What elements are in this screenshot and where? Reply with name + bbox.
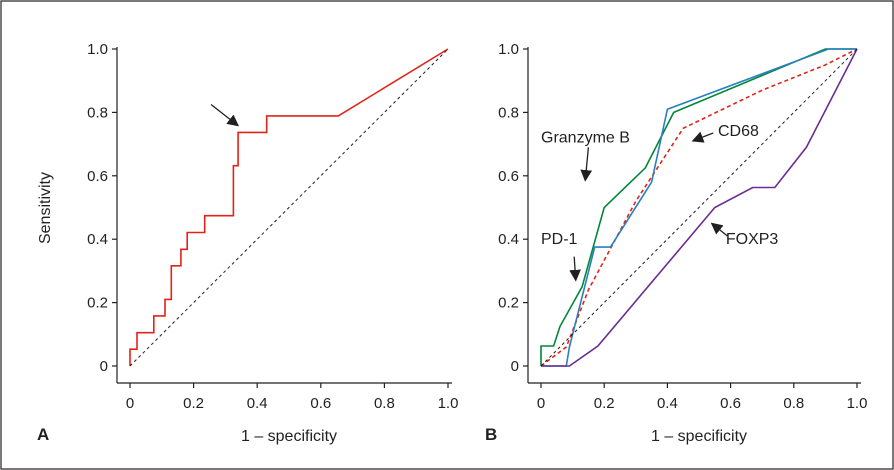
series-label: FOXP3 — [726, 231, 779, 248]
y-tick-label: 0.4 — [498, 231, 519, 248]
roc-curve-line — [129, 48, 449, 366]
x-tick-label: 1.0 — [847, 395, 868, 412]
x-tick-label: 0 — [537, 395, 545, 412]
series-label: Granzyme B — [541, 130, 630, 147]
y-tick-label: 0.6 — [498, 168, 519, 185]
y-tick-label: 0 — [511, 358, 519, 375]
series-line-granzyme-b — [540, 48, 857, 366]
series-label: PD-1 — [541, 231, 578, 248]
x-tick-label: 0.4 — [247, 395, 268, 412]
x-tick-label: 0 — [126, 395, 134, 412]
x-axis-label: 1 – specificity — [651, 428, 747, 445]
x-tick-label: 0.6 — [310, 395, 331, 412]
annotation-arrow — [210, 103, 240, 127]
x-tick-label: 0.2 — [594, 395, 615, 412]
y-tick-label: 0.2 — [87, 295, 108, 312]
annotation-arrow — [691, 131, 714, 143]
reference-diagonal-line — [129, 48, 449, 367]
x-tick-label: 1.0 — [438, 395, 459, 412]
y-tick-label: 0 — [100, 358, 108, 375]
y-tick-label: 1.0 — [498, 41, 519, 58]
panel-letter: A — [37, 425, 49, 444]
y-axis-label: Sensitivity — [37, 172, 54, 244]
annotation-arrow — [580, 147, 593, 182]
y-tick-label: 0.8 — [498, 104, 519, 121]
series-label: CD68 — [718, 123, 759, 140]
series-line-foxp3 — [541, 48, 858, 367]
panel-a-chart: 0 0.2 0.4 0.6 0.8 1.0 0 0.2 0.4 0.6 0.8 1.0 1 – spec… — [37, 41, 458, 445]
reference-diagonal-line — [540, 48, 858, 367]
x-tick-label: 0.6 — [720, 395, 741, 412]
panel-letter: B — [485, 425, 497, 444]
annotation-arrow — [710, 222, 728, 237]
x-axis-label: 1 – specificity — [241, 428, 337, 445]
y-tick-label: 0.8 — [87, 104, 108, 121]
y-tick-label: 0.2 — [498, 295, 519, 312]
series-line-pd-1 — [541, 48, 857, 367]
y-tick-label: 0.4 — [87, 231, 108, 248]
x-tick-label: 0.8 — [374, 395, 395, 412]
panel-b-chart: 0 0.2 0.4 0.6 0.8 1.0 0 0.2 0.4 0.6 0.8 1.0 1 – spec… — [485, 41, 867, 445]
x-tick-label: 0.4 — [657, 395, 678, 412]
annotation-arrow — [569, 256, 581, 282]
x-tick-label: 0.2 — [183, 395, 204, 412]
x-tick-label: 0.8 — [783, 395, 804, 412]
y-tick-label: 1.0 — [87, 41, 108, 58]
y-tick-label: 0.6 — [87, 168, 108, 185]
